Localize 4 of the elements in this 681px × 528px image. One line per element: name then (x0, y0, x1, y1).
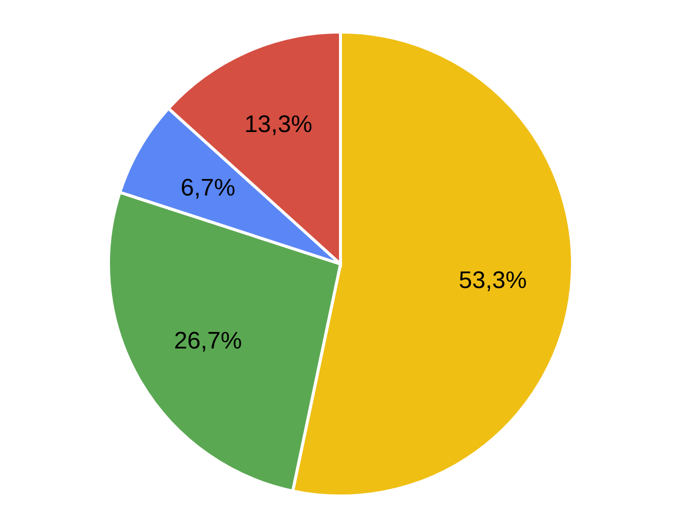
data-label: 26,7% (174, 327, 242, 354)
data-label: 6,7% (180, 174, 236, 201)
data-label: 53,3% (458, 266, 527, 294)
data-label: 13,3% (244, 110, 312, 138)
